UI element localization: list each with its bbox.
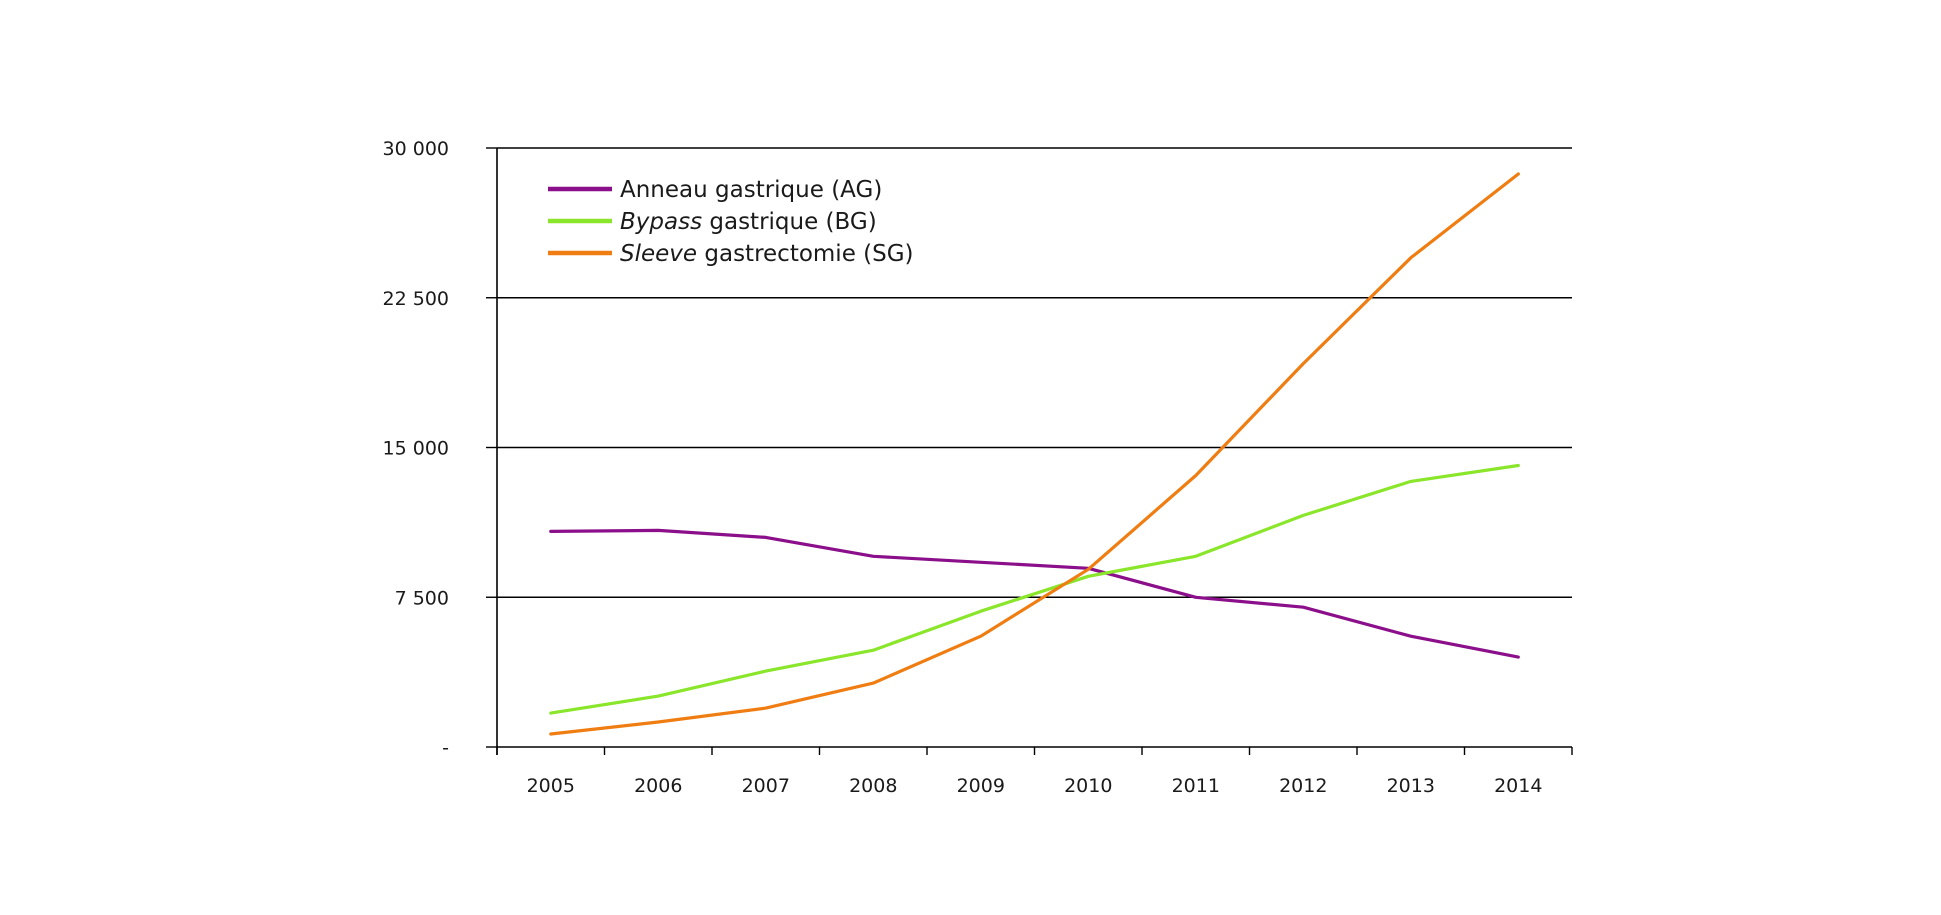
series-line-3 xyxy=(549,172,1520,736)
legend-label: Anneau gastrique (AG) xyxy=(620,177,882,203)
legend: Anneau gastrique (AG) Bypass gastrique (B… xyxy=(548,177,914,267)
series-line-2 xyxy=(549,463,1520,715)
x-tick-label: 2005 xyxy=(527,775,575,797)
x-tick-label: 2011 xyxy=(1172,775,1220,797)
y-tick-label: 15 000 xyxy=(383,438,449,460)
x-axis-ticks: 2005 2006 2007 2008 2009 2010 2011 2012 2013 2014 xyxy=(496,747,1573,797)
y-tick-label: 7 500 xyxy=(395,587,449,609)
y-tick-label: 22 500 xyxy=(383,288,449,310)
y-tick-label: 30 000 xyxy=(383,138,449,160)
gridlines xyxy=(497,147,1572,599)
x-tick-label: 2006 xyxy=(634,775,682,797)
legend-label: Bypass gastrique (BG) xyxy=(620,209,877,235)
x-tick-label: 2007 xyxy=(742,775,790,797)
y-tick-label: - xyxy=(442,737,449,759)
x-tick-label: 2013 xyxy=(1387,775,1435,797)
x-tick-label: 2012 xyxy=(1279,775,1327,797)
y-axis-ticks: - 7 500 15 000 22 500 30 000 xyxy=(383,138,497,759)
x-tick-label: 2008 xyxy=(849,775,897,797)
x-tick-label: 2010 xyxy=(1064,775,1112,797)
x-tick-label: 2014 xyxy=(1494,775,1542,797)
series-line-1 xyxy=(549,528,1520,659)
x-tick-label: 2009 xyxy=(957,775,1005,797)
legend-label: Sleeve gastrectomie (SG) xyxy=(620,241,914,267)
series-lines xyxy=(549,172,1520,736)
axes xyxy=(496,148,1572,755)
